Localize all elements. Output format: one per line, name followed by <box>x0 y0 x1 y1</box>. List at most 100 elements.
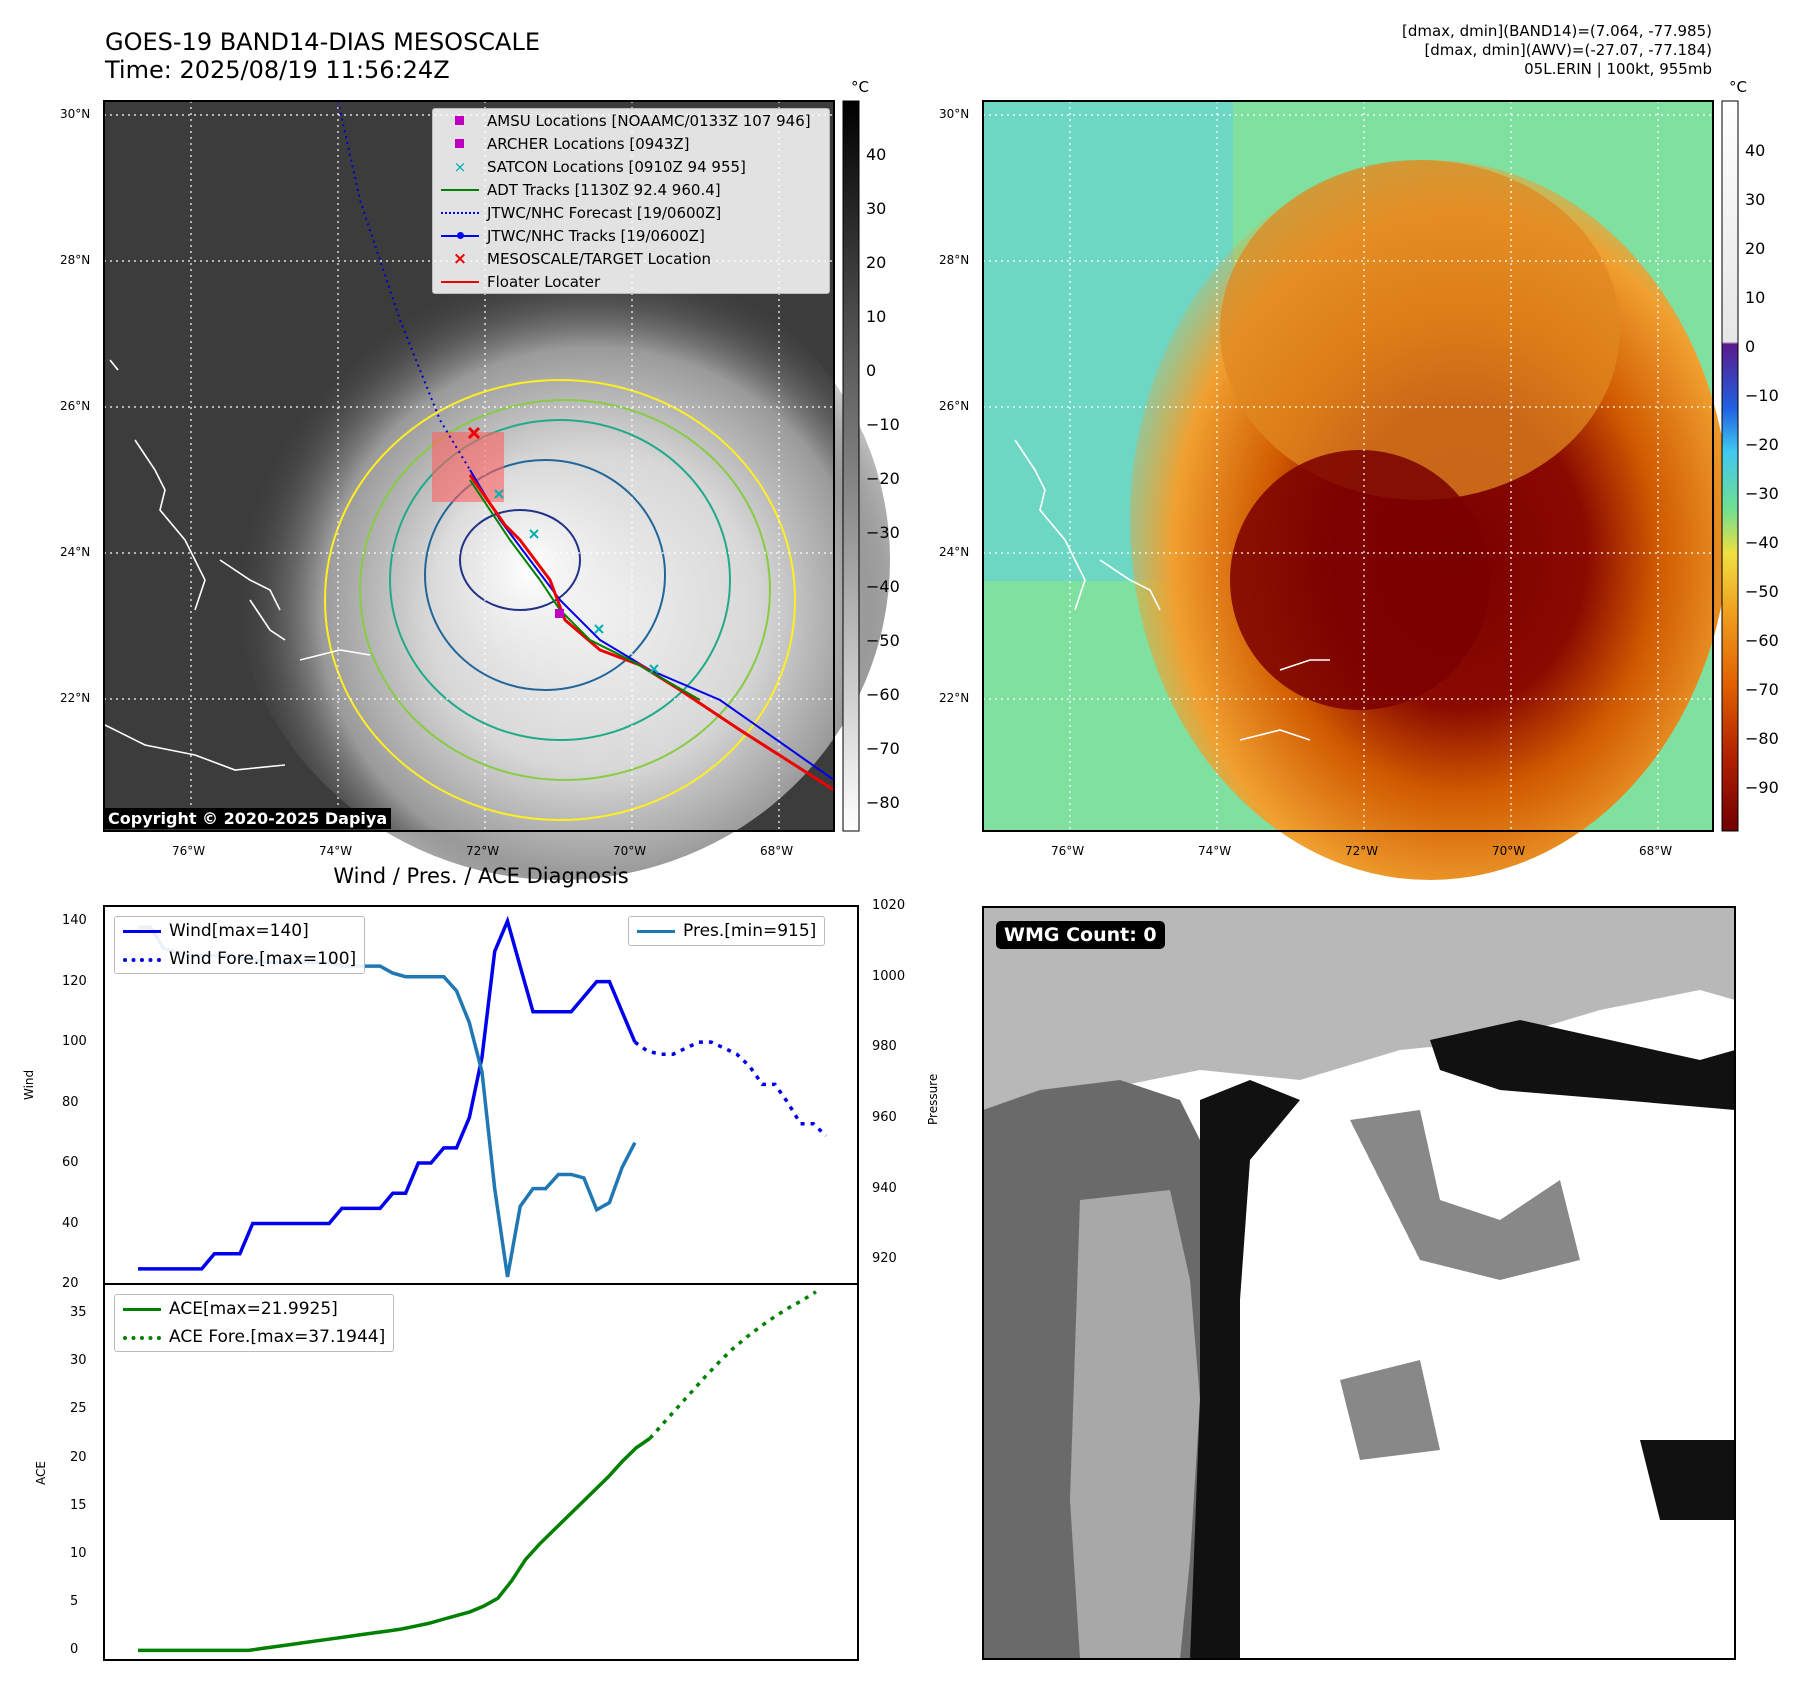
wmg-panel <box>982 906 1736 1660</box>
wmg-cloud-top-region <box>983 907 1735 1110</box>
legend-mesoscale-label: MESOSCALE/TARGET Location <box>487 249 712 268</box>
colorbar-tick: 20 <box>866 253 887 272</box>
legend-ace-fore: ACE Fore.[max=37.1944] <box>115 1323 393 1351</box>
colorbar-tick: −20 <box>866 469 900 488</box>
x-marker-icon: × <box>452 248 468 269</box>
pressure-axis-label: Pressure <box>926 1073 940 1125</box>
wind-series-line <box>138 915 637 1271</box>
colorbar-tick: 20 <box>1745 239 1766 258</box>
lat-label: 22°N <box>939 691 970 705</box>
wind-axis-label: Wind <box>22 1069 36 1100</box>
lat-label: 24°N <box>939 545 970 559</box>
ir-map-frame <box>103 100 835 832</box>
floater-track-line <box>468 474 835 792</box>
pressure-tick-label: 960 <box>872 1109 897 1125</box>
awv-coastlines <box>1014 439 1330 741</box>
info-storm-id: 05L.ERIN | 100kt, 955mb <box>1524 60 1712 78</box>
info-band14-range: [dmax, dmin](BAND14)=(7.064, -77.985) <box>1401 22 1712 40</box>
colorbar-tick: −30 <box>866 523 900 542</box>
square-marker-icon <box>441 136 479 152</box>
ace-forecast-series-line <box>648 1290 817 1440</box>
x-marker-icon: × <box>453 157 467 176</box>
line-icon <box>441 274 479 290</box>
wind-tick-label: 80 <box>62 1094 79 1110</box>
info-awv-range: [dmax, dmin](AWV)=(-27.07, -77.184) <box>1424 41 1712 59</box>
legend-ace: ACE[max=21.9925] <box>115 1295 393 1323</box>
gray-colorbar-unit: °C <box>851 78 869 96</box>
wmg-count-badge: WMG Count: 0 <box>996 921 1165 949</box>
lat-label: 26°N <box>60 399 91 413</box>
lon-label: 76°W <box>1051 844 1085 858</box>
legend-tracks-label: JTWC/NHC Tracks [19/0600Z] <box>487 226 705 245</box>
legend-wind-label: Wind[max=140] <box>169 921 309 941</box>
gray-colorbar <box>842 100 860 832</box>
lon-label: 74°W <box>319 844 353 858</box>
lat-label: 30°N <box>60 107 91 121</box>
legend-floater: Floater Locater <box>433 270 829 293</box>
wind-tick-label: 40 <box>62 1215 79 1231</box>
wind-legend: Wind[max=140] Wind Fore.[max=100] <box>114 916 366 974</box>
colorbar-tick: 30 <box>866 199 887 218</box>
colorbar-tick: −70 <box>866 739 900 758</box>
legend-wind-fore-label: Wind Fore.[max=100] <box>169 949 357 969</box>
colorbar-tick: −10 <box>866 415 900 434</box>
colorbar-tick: −80 <box>1745 729 1779 748</box>
wmg-frame <box>982 906 1736 1660</box>
pressure-tick-label: 940 <box>872 1180 897 1196</box>
figure-title: GOES-19 BAND14-DIAS MESOSCALE Time: 2025… <box>105 28 540 84</box>
colorbar-tick: −50 <box>1745 582 1779 601</box>
forecast-track-line <box>337 100 471 471</box>
lat-label: 28°N <box>939 253 970 267</box>
lat-label: 22°N <box>60 691 91 705</box>
legend-forecast-label: JTWC/NHC Forecast [19/0600Z] <box>487 203 722 222</box>
legend-adt: ADT Tracks [1130Z 92.4 960.4] <box>433 178 829 201</box>
diagnosis-chart-title: Wind / Pres. / ACE Diagnosis <box>333 864 629 888</box>
legend-tracks: JTWC/NHC Tracks [19/0600Z] <box>433 224 829 247</box>
ace-chart-marks <box>138 1290 817 1653</box>
lon-label: 72°W <box>1345 844 1379 858</box>
temperature-contours <box>324 379 796 821</box>
legend-ace-label: ACE[max=21.9925] <box>169 1299 338 1319</box>
legend-mesoscale: × MESOSCALE/TARGET Location <box>433 247 829 270</box>
legend-wind: Wind[max=140] <box>115 917 364 945</box>
pressure-legend: Pres.[min=915] <box>628 916 826 946</box>
wind-tick-label: 20 <box>62 1276 79 1291</box>
lat-label: 28°N <box>60 253 91 267</box>
colorbar-tick: −40 <box>866 577 900 596</box>
ace-tick-label: 20 <box>70 1449 87 1465</box>
legend-ace-fore-label: ACE Fore.[max=37.1944] <box>169 1327 386 1347</box>
awv-map-frame <box>982 100 1714 832</box>
pressure-tick-label: 1000 <box>872 968 906 984</box>
colorbar-tick: −60 <box>866 685 900 704</box>
legend-satcon: × SATCON Locations [0910Z 94 955] <box>433 155 829 178</box>
colorbar-tick: −80 <box>866 793 900 812</box>
wind-tick-label: 100 <box>62 1034 87 1050</box>
legend-forecast: JTWC/NHC Forecast [19/0600Z] <box>433 201 829 224</box>
legend-archer: ARCHER Locations [0943Z] <box>433 132 829 155</box>
pressure-tick-label: 1020 <box>872 898 906 913</box>
colorbar-tick: −30 <box>1745 484 1779 503</box>
awv-map-gridlines <box>983 101 1713 831</box>
colorbar-tick: −20 <box>1745 435 1779 454</box>
wind-tick-label: 140 <box>62 913 87 929</box>
square-marker-icon <box>441 113 479 129</box>
legend-amsu: AMSU Locations [NOAAMC/0133Z 107 946] <box>433 109 829 132</box>
legend-adt-label: ADT Tracks [1130Z 92.4 960.4] <box>487 180 721 199</box>
legend-archer-label: ARCHER Locations [0943Z] <box>487 134 690 153</box>
lon-label: 76°W <box>172 844 206 858</box>
wind-tick-label: 120 <box>62 973 87 989</box>
lon-label: 68°W <box>760 844 794 858</box>
lon-label: 72°W <box>466 844 500 858</box>
figure-title-line2: Time: 2025/08/19 11:56:24Z <box>105 56 450 84</box>
wmg-eyewall-black <box>1190 1080 1300 1659</box>
track-legend: AMSU Locations [NOAAMC/0133Z 107 946] AR… <box>432 108 830 294</box>
ace-tick-label: 35 <box>70 1304 87 1320</box>
colorbar-tick: 0 <box>1745 337 1756 356</box>
dotted-line-icon <box>123 1329 161 1345</box>
line-icon <box>123 923 161 939</box>
figure-info: [dmax, dmin](BAND14)=(7.064, -77.985) [d… <box>1402 22 1712 79</box>
mesoscale-target-marker <box>467 426 481 440</box>
colorbar-tick: 10 <box>866 307 887 326</box>
pressure-tick-label: 920 <box>872 1251 897 1267</box>
